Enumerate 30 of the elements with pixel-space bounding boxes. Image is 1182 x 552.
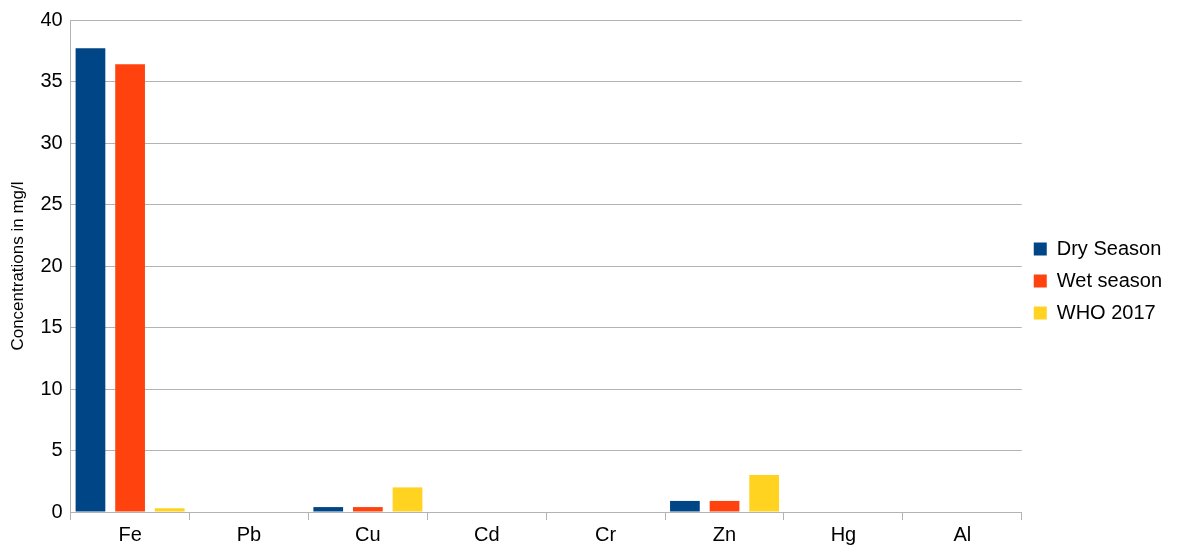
- bar: [709, 500, 740, 512]
- bar: [313, 507, 344, 512]
- bar: [75, 48, 106, 512]
- y-tick-label: 10: [40, 376, 63, 399]
- x-tick-label: Cu: [355, 522, 381, 545]
- y-tick-label: 25: [40, 192, 63, 215]
- x-tick-label: Fe: [118, 522, 142, 545]
- x-tick-label: Pb: [236, 522, 262, 545]
- x-tick-label: Hg: [830, 522, 857, 545]
- y-axis-title: Concentrations in mg/l: [7, 181, 27, 351]
- y-tick-label: 40: [40, 7, 63, 30]
- legend-label: Wet season: [1056, 268, 1163, 291]
- bar: [749, 475, 780, 512]
- bar: [670, 500, 700, 512]
- y-tick-label: 35: [40, 69, 63, 92]
- bar: [353, 507, 383, 512]
- bar: [392, 487, 423, 512]
- bar: [115, 64, 145, 512]
- y-tick-label: 30: [40, 130, 63, 153]
- y-tick-label: 5: [51, 438, 63, 461]
- y-tick-label: 20: [40, 253, 63, 276]
- legend-label: WHO 2017: [1056, 300, 1156, 323]
- x-tick-label: Al: [953, 522, 972, 545]
- bar: [154, 508, 185, 512]
- x-tick-label: Zn: [712, 522, 737, 545]
- x-tick-label: Cr: [595, 522, 617, 545]
- y-tick-label: 0: [51, 499, 63, 522]
- legend-label: Dry Season: [1056, 236, 1162, 259]
- y-tick-label: 15: [40, 315, 63, 338]
- x-tick-label: Cd: [473, 522, 500, 545]
